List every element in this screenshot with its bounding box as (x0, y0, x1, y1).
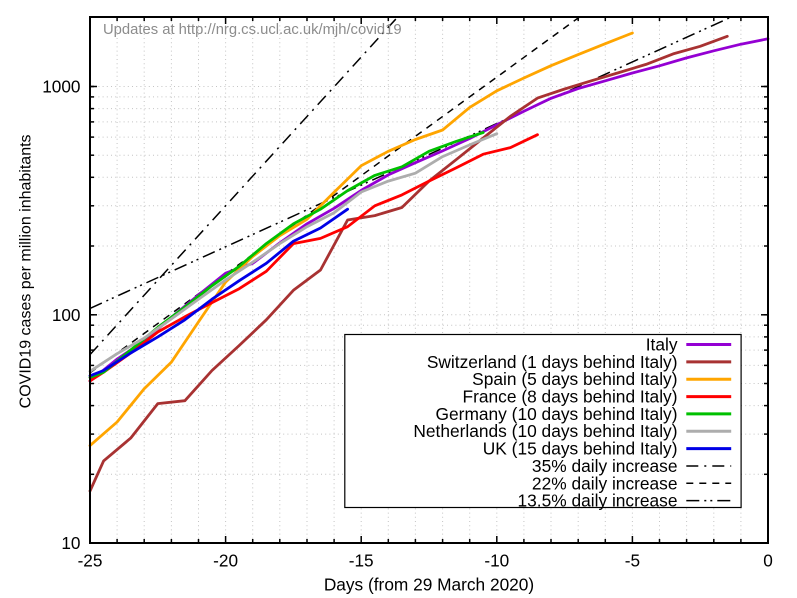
svg-text:-5: -5 (625, 550, 640, 570)
svg-text:Days (from 29 March 2020): Days (from 29 March 2020) (324, 575, 534, 595)
svg-text:France (8 days behind Italy): France (8 days behind Italy) (463, 387, 678, 407)
svg-text:22% daily increase: 22% daily increase (532, 473, 678, 493)
svg-text:Updates at http://nrg.cs.ucl.a: Updates at http://nrg.cs.ucl.ac.uk/mjh/c… (103, 22, 402, 38)
svg-text:Spain (5 days behind Italy): Spain (5 days behind Italy) (472, 369, 677, 389)
svg-text:13.5% daily increase: 13.5% daily increase (517, 491, 677, 511)
svg-text:35% daily increase: 35% daily increase (532, 456, 678, 476)
svg-text:UK (15 days behind Italy): UK (15 days behind Italy) (483, 439, 678, 459)
svg-text:0: 0 (763, 550, 773, 570)
svg-text:Netherlands (10 days behind It: Netherlands (10 days behind Italy) (413, 421, 677, 441)
svg-text:100: 100 (52, 305, 81, 325)
svg-text:-20: -20 (213, 550, 238, 570)
svg-text:1000: 1000 (42, 77, 80, 97)
svg-text:10: 10 (61, 533, 80, 553)
svg-text:Italy: Italy (646, 335, 678, 355)
svg-text:Switzerland (1 days behind Ita: Switzerland (1 days behind Italy) (427, 352, 678, 372)
svg-text:Germany (10 days behind Italy): Germany (10 days behind Italy) (436, 404, 678, 424)
svg-text:COVID19 cases per million inha: COVID19 cases per million inhabitants (18, 134, 35, 408)
svg-text:-25: -25 (78, 550, 103, 570)
svg-text:-15: -15 (349, 550, 374, 570)
svg-text:-10: -10 (484, 550, 509, 570)
